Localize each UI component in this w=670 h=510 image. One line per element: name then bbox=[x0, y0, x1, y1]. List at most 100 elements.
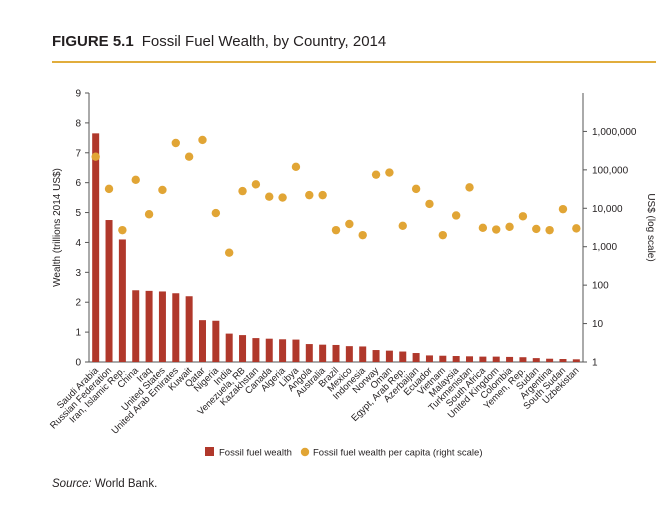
left-tick-label: 4 bbox=[75, 238, 81, 249]
bar bbox=[92, 133, 100, 362]
chart: 0 1 2 3 4 5 6 7 8 9 1 10 100 1,000 10,000 100,000 1,000,… bbox=[48, 89, 656, 459]
left-tick-label: 6 bbox=[75, 178, 81, 189]
bar bbox=[506, 356, 514, 362]
figure-title-text: Fossil Fuel Wealth, by Country, 2014 bbox=[141, 33, 387, 50]
per-capita-dot bbox=[505, 222, 514, 231]
bar bbox=[292, 339, 300, 362]
per-capita-dot bbox=[318, 190, 327, 200]
per-capita-dot bbox=[371, 170, 381, 179]
bar bbox=[145, 290, 153, 362]
legend-bar-swatch bbox=[205, 447, 214, 456]
per-capita-dot bbox=[131, 175, 140, 185]
bar bbox=[439, 355, 447, 362]
per-capita-dot bbox=[572, 224, 581, 233]
per-capita-dot bbox=[438, 230, 448, 240]
per-capita-dot bbox=[171, 138, 180, 148]
bar bbox=[399, 351, 407, 362]
left-tick-label: 2 bbox=[75, 298, 81, 309]
bar bbox=[345, 346, 353, 362]
bar bbox=[425, 355, 433, 362]
per-capita-dot bbox=[492, 225, 501, 234]
legend-dot-label: Fossil fuel wealth per capita (right sca… bbox=[313, 448, 483, 459]
right-tick-label: 1 bbox=[592, 358, 598, 369]
legend-bar-label: Fossil fuel wealth bbox=[219, 448, 292, 459]
per-capita-dot bbox=[91, 152, 100, 161]
bar bbox=[265, 338, 273, 362]
bar bbox=[466, 356, 474, 362]
per-capita-dot bbox=[278, 193, 287, 202]
per-capita-dot bbox=[158, 185, 167, 195]
bar bbox=[105, 220, 113, 362]
bar bbox=[532, 358, 540, 362]
left-tick-label: 9 bbox=[75, 89, 81, 100]
bar bbox=[519, 357, 527, 362]
bar bbox=[185, 296, 193, 362]
per-capita-dot bbox=[251, 180, 261, 189]
left-tick-label: 0 bbox=[75, 358, 81, 369]
bar bbox=[332, 344, 340, 362]
figure-title: FIGURE 5.1 Fossil Fuel Wealth, by Country… bbox=[52, 33, 652, 50]
bar bbox=[359, 346, 367, 362]
bar bbox=[559, 359, 567, 362]
per-capita-dot bbox=[224, 248, 234, 257]
bar bbox=[158, 291, 166, 362]
bar bbox=[372, 350, 380, 362]
y-axis-title-right: US$ (log scale) bbox=[645, 193, 656, 261]
title-rule bbox=[52, 61, 656, 63]
per-capita-dot bbox=[184, 152, 194, 161]
per-capita-dot bbox=[345, 219, 354, 229]
per-capita-dot bbox=[358, 230, 367, 240]
right-tick-label: 100 bbox=[592, 281, 609, 292]
bar bbox=[252, 338, 260, 362]
bar bbox=[319, 344, 327, 362]
per-capita-dot bbox=[411, 184, 421, 194]
per-capita-dot bbox=[211, 208, 221, 218]
per-capita-dot bbox=[118, 225, 127, 235]
bar bbox=[212, 320, 220, 362]
bar bbox=[546, 358, 554, 362]
right-tick-label: 10 bbox=[592, 319, 604, 330]
source-label: Source: bbox=[52, 478, 92, 490]
right-tick-label: 1,000,000 bbox=[592, 127, 637, 138]
bar bbox=[412, 353, 420, 362]
bar bbox=[118, 239, 126, 362]
bar bbox=[132, 290, 140, 362]
bar bbox=[305, 344, 313, 362]
per-capita-dot bbox=[425, 199, 434, 209]
per-capita-dot bbox=[518, 212, 528, 221]
bar bbox=[479, 356, 487, 362]
category-label: Russian Federation bbox=[48, 365, 114, 431]
left-tick-label: 7 bbox=[75, 148, 81, 159]
bar bbox=[279, 339, 287, 362]
per-capita-dot bbox=[198, 135, 207, 145]
bar bbox=[172, 293, 180, 362]
per-capita-dot bbox=[545, 225, 554, 235]
left-tick-label: 1 bbox=[75, 328, 81, 339]
per-capita-dot bbox=[385, 168, 394, 177]
source-text: World Bank. bbox=[91, 478, 158, 490]
legend-dot-swatch bbox=[300, 447, 310, 457]
left-tick-label: 8 bbox=[75, 118, 81, 129]
per-capita-dot bbox=[104, 184, 114, 194]
bar bbox=[385, 350, 393, 362]
per-capita-dot bbox=[305, 190, 314, 200]
source-note: Source: World Bank. bbox=[52, 478, 157, 490]
per-capita-dot bbox=[398, 221, 407, 231]
per-capita-dot bbox=[532, 224, 541, 234]
per-capita-dot bbox=[558, 204, 568, 214]
per-capita-dot bbox=[265, 192, 274, 201]
right-tick-label: 10,000 bbox=[592, 204, 623, 215]
bar bbox=[452, 356, 460, 362]
per-capita-dot bbox=[238, 186, 247, 196]
per-capita-dot bbox=[451, 211, 461, 220]
bar bbox=[572, 359, 580, 362]
per-capita-dot bbox=[331, 225, 341, 235]
right-tick-label: 1,000 bbox=[592, 242, 617, 253]
per-capita-dot bbox=[144, 210, 154, 219]
bar bbox=[492, 356, 500, 362]
bar bbox=[198, 320, 206, 362]
figure-label: FIGURE 5.1 bbox=[52, 33, 134, 50]
y-axis-title: Wealth (trillions 2014 US$) bbox=[52, 168, 63, 287]
per-capita-dot bbox=[465, 183, 474, 192]
